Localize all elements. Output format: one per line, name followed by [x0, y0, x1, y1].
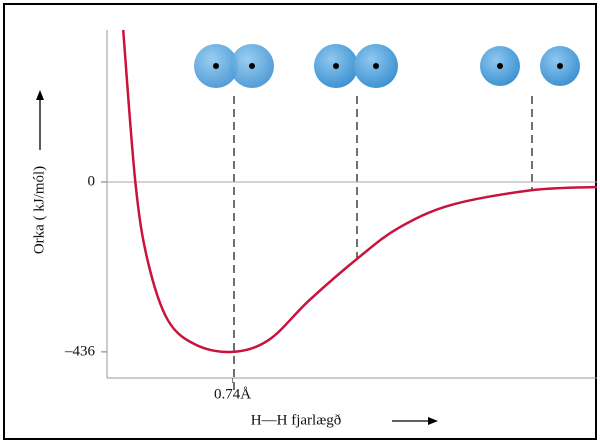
y-tick-label: –436 — [64, 343, 96, 359]
arrows — [36, 90, 438, 425]
plot: 0 –436 0.74Å — [64, 29, 598, 402]
x-axis-label: H—H fjarlægð — [251, 412, 341, 428]
molecules — [194, 44, 580, 88]
energy-curve — [121, 29, 598, 354]
dashed-guides — [233, 96, 533, 390]
frame — [3, 3, 597, 440]
x-tick-label: 0.74Å — [214, 386, 251, 402]
y-tick-label: 0 — [88, 173, 96, 189]
y-axis-label: Orka ( kJ/mól) — [31, 166, 47, 254]
